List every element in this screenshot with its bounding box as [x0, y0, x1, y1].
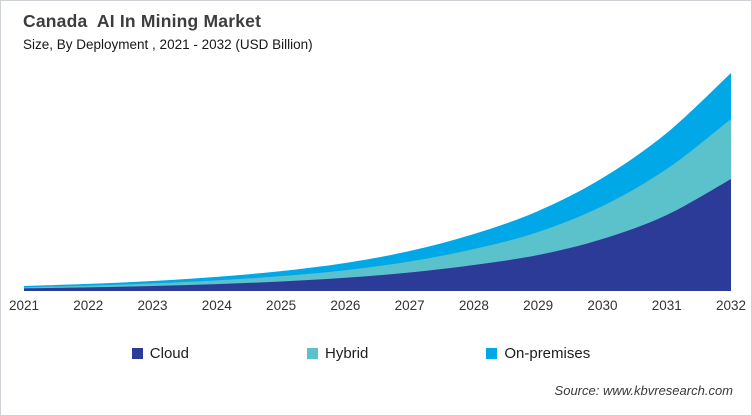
- page-subtitle: Size, By Deployment , 2021 - 2032 (USD B…: [23, 37, 313, 52]
- legend-label-onpremises: On-premises: [504, 345, 591, 362]
- legend-label-cloud: Cloud: [149, 345, 189, 362]
- x-axis-label-2030: 2030: [587, 298, 618, 313]
- source-credit: Source: www.kbvresearch.com: [554, 383, 733, 398]
- legend-label-hybrid: Hybrid: [324, 345, 369, 362]
- x-axis-label-2023: 2023: [137, 298, 168, 313]
- x-axis-label-2028: 2028: [458, 298, 489, 313]
- legend-item-onpremises: On-premises: [486, 345, 590, 362]
- x-axis-label-2032: 2032: [715, 298, 747, 313]
- x-axis-label-2022: 2022: [73, 298, 104, 313]
- on-premises-swatch-icon: [486, 348, 498, 359]
- legend-item-cloud: Cloud: [131, 345, 189, 362]
- x-axis-label-2031: 2031: [651, 298, 682, 313]
- x-axis-label-2025: 2025: [266, 298, 297, 313]
- chart-legend: Cloud Hybrid On-premises: [1, 345, 721, 362]
- x-axis-label-2026: 2026: [330, 298, 361, 313]
- legend-item-hybrid: Hybrid: [306, 345, 369, 362]
- cloud-swatch-icon: [131, 348, 143, 359]
- page-title: Canada AI In Mining Market: [23, 11, 262, 31]
- x-axis-label-2021: 2021: [8, 298, 40, 313]
- x-axis-label-2027: 2027: [394, 298, 425, 313]
- stacked-area-chart: [24, 73, 731, 291]
- area-hybrid: [24, 119, 731, 291]
- area-cloud: [24, 179, 731, 291]
- hybrid-swatch-icon: [306, 348, 318, 359]
- x-axis-label-2029: 2029: [523, 298, 554, 313]
- x-axis: 2021 2022 2023 2024 2025 2026 2027 2028 2029 2030…: [9, 298, 746, 318]
- x-axis-label-2024: 2024: [201, 298, 232, 313]
